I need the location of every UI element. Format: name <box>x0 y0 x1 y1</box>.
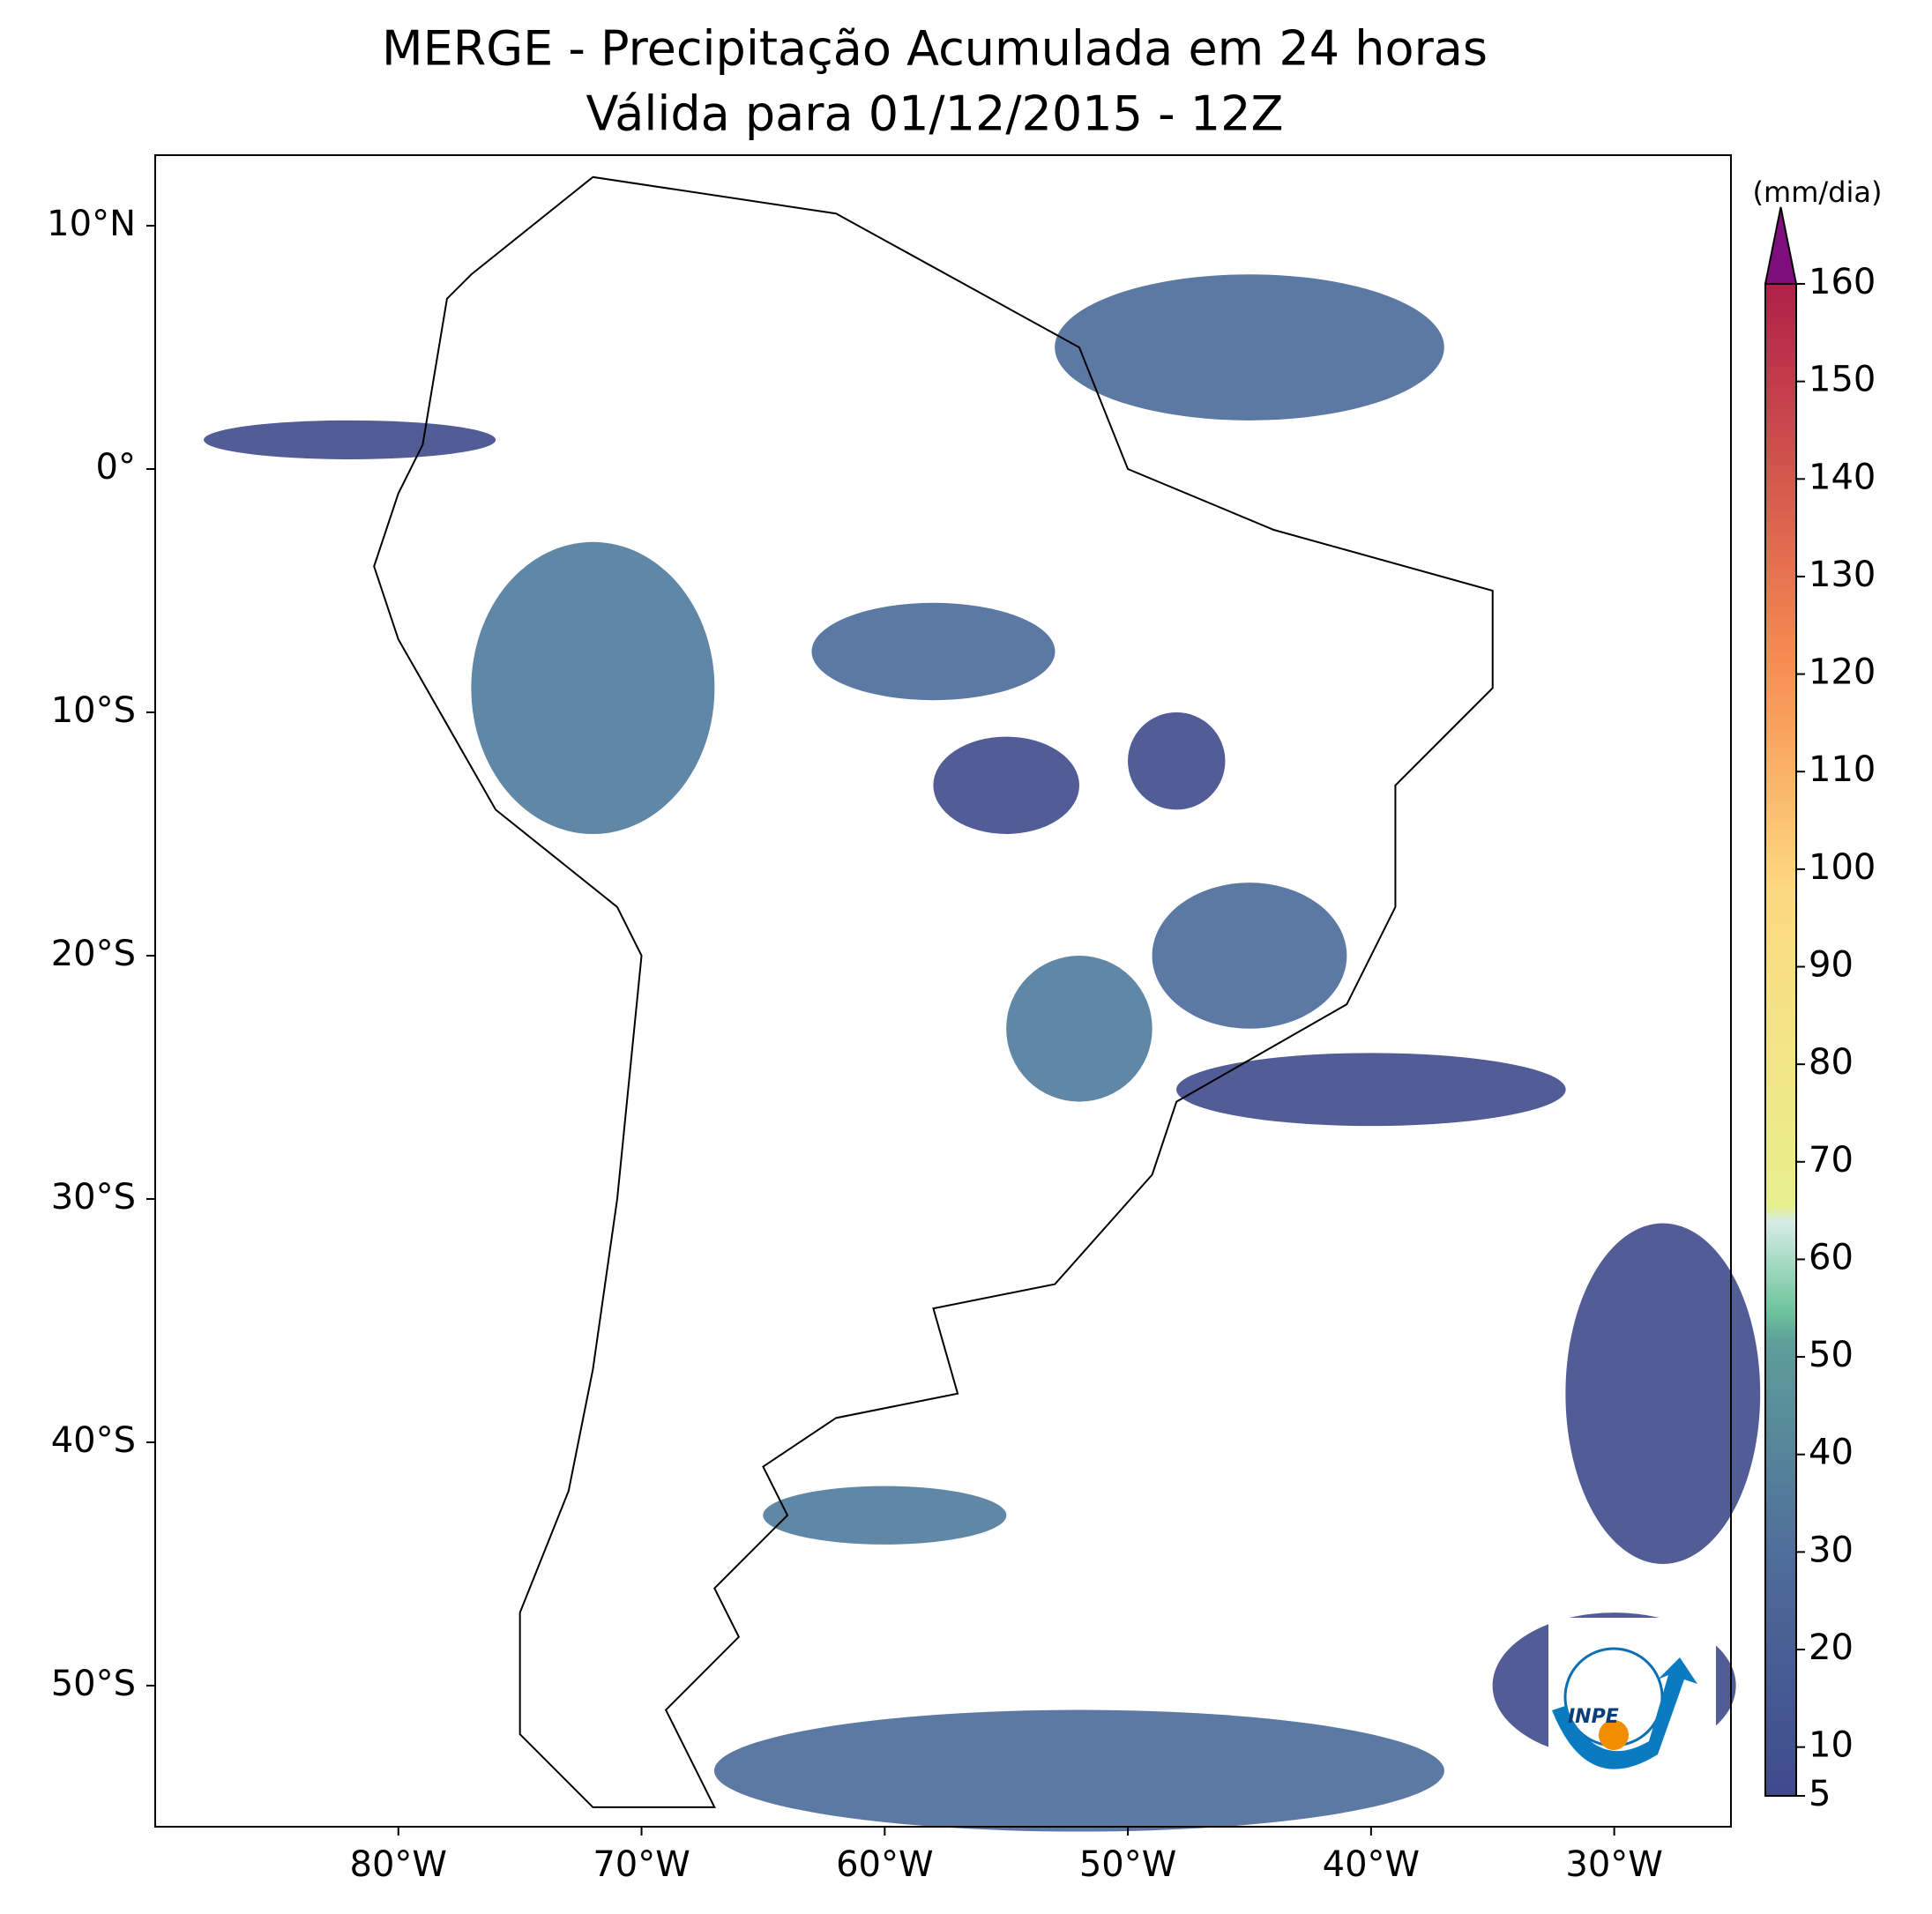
y-tick-label: 20°S <box>51 934 136 974</box>
colorbar-tick-label: 20 <box>1809 1627 1854 1668</box>
y-tick-label: 40°S <box>51 1420 136 1461</box>
precip-area <box>471 541 715 835</box>
colorbar-tick-label: 160 <box>1809 262 1876 302</box>
logo-arrow <box>1552 1657 1697 1769</box>
colorbar-tick-label: 5 <box>1809 1774 1831 1814</box>
map-frame <box>154 154 1732 1828</box>
precip-area <box>811 602 1056 701</box>
precip-area <box>713 1709 1444 1832</box>
colorbar-tick-label: 150 <box>1809 360 1876 400</box>
colorbar-tick-label: 110 <box>1809 749 1876 790</box>
colorbar-tick-label: 70 <box>1809 1140 1854 1180</box>
y-tick-label: 10°S <box>51 690 136 731</box>
colorbar <box>1764 283 1797 1797</box>
colorbar-tick-label: 40 <box>1809 1433 1854 1473</box>
colorbar-tick-label: 50 <box>1809 1335 1854 1375</box>
map <box>204 175 1761 1832</box>
colorbar-tick-label: 100 <box>1809 847 1876 888</box>
title: MERGE - Precipitação Acumulada em 24 hor… <box>382 21 1488 77</box>
precip-area <box>1565 1223 1761 1564</box>
colorbar-label: (mm/dia) <box>1753 175 1883 209</box>
logo: INPE <box>1548 1618 1716 1794</box>
y-tick-label: 0° <box>96 447 136 488</box>
precip-area <box>933 736 1080 834</box>
x-tick-label: 40°W <box>1323 1844 1420 1885</box>
logo-dot <box>1599 1720 1629 1750</box>
precip-area <box>1128 711 1226 810</box>
colorbar-extend <box>1764 206 1798 285</box>
x-tick-label: 70°W <box>593 1844 690 1885</box>
colorbar-tick-label: 140 <box>1809 457 1876 497</box>
colorbar-tick-label: 10 <box>1809 1725 1854 1766</box>
x-tick-label: 30°W <box>1565 1844 1662 1885</box>
precip-area <box>1152 883 1347 1029</box>
subtitle: Válida para 01/12/2015 - 12Z <box>586 86 1284 142</box>
logo-text: INPE <box>1568 1706 1619 1728</box>
colorbar-tick-label: 130 <box>1809 555 1876 595</box>
x-tick-label: 80°W <box>350 1844 447 1885</box>
precip-area <box>763 1486 1007 1545</box>
y-tick-label: 50°S <box>51 1664 136 1704</box>
x-tick-label: 50°W <box>1079 1844 1176 1885</box>
precip-area <box>1176 1053 1566 1127</box>
precip-area <box>1006 955 1152 1102</box>
coastline <box>373 175 1494 1808</box>
colorbar-tick-label: 80 <box>1809 1042 1854 1083</box>
colorbar-tick-label: 90 <box>1809 945 1854 986</box>
colorbar-tick-label: 60 <box>1809 1237 1854 1277</box>
y-tick-label: 30°S <box>51 1177 136 1218</box>
x-tick-label: 60°W <box>836 1844 933 1885</box>
precip-area <box>1055 274 1444 421</box>
y-tick-label: 10°N <box>47 204 136 244</box>
precip-area <box>204 420 496 459</box>
colorbar-tick-label: 120 <box>1809 652 1876 693</box>
colorbar-tick-label: 30 <box>1809 1530 1854 1570</box>
